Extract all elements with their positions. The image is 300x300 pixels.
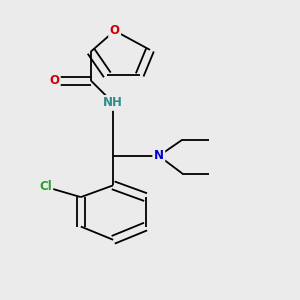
Text: Cl: Cl xyxy=(39,180,52,193)
Text: N: N xyxy=(154,149,164,162)
Text: NH: NH xyxy=(103,96,123,110)
Text: O: O xyxy=(110,24,120,37)
Text: O: O xyxy=(49,74,59,87)
